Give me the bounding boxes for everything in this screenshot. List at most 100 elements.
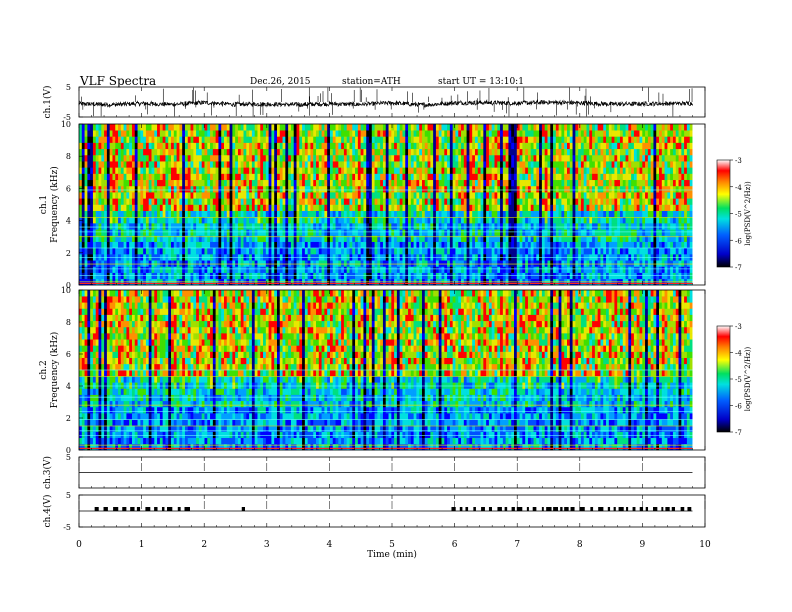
spectrogram-cell-1-177-3: [572, 260, 576, 267]
spectrogram-cell-1-38-23: [184, 136, 189, 143]
spectrogram-cell-1-158-1: [519, 272, 523, 280]
spectrogram-cell-1-84-10: [313, 216, 317, 224]
spectrogram-cell-1-62-12: [251, 204, 255, 211]
spectrogram-cell-1-49-20: [215, 154, 219, 162]
spectrogram-cell-1-62-21: [251, 148, 255, 156]
spectrogram-cell-1-154-16: [508, 179, 512, 187]
spectrogram-cell-1-103-18: [366, 167, 370, 174]
spectrogram-cell-1-6-13: [95, 198, 99, 205]
spectrogram-cell-1-104-5: [369, 247, 373, 255]
spectrogram-cell-1-136-15: [458, 185, 462, 193]
spectrogram-cell-1-132-12: [447, 204, 451, 211]
spectrogram-cell-1-151-23: [500, 136, 504, 143]
spectrogram-cell-1-67-5: [265, 247, 269, 255]
spectrogram-cell-1-68-25: [268, 124, 272, 131]
spectrogram-cell-1-180-21: [580, 148, 585, 156]
spectrogram-cell-1-44-6: [201, 241, 205, 249]
spectrogram-cell-1-142-19: [474, 161, 479, 168]
spectrogram-cell-1-29-21: [159, 148, 163, 156]
spectrogram-cell-1-84-13: [313, 198, 317, 205]
spectrogram-cell-1-58-7: [240, 235, 244, 242]
spectrogram-cell-1-134-15: [452, 185, 456, 193]
spectrogram-cell-1-5-22: [92, 142, 97, 150]
spectrogram-cell-1-78-24: [296, 130, 300, 137]
spectrogram-cell-1-101-3: [360, 260, 364, 267]
spectrogram-cell-1-169-10: [550, 216, 554, 224]
spectrogram-cell-1-139-21: [466, 148, 470, 156]
spectrogram-cell-1-122-25: [419, 124, 423, 131]
spectrogram-cell-1-127-17: [433, 173, 437, 181]
spectrogram-cell-1-59-25: [243, 124, 247, 131]
spectrogram-cell-1-170-12: [553, 204, 557, 211]
spectrogram-cell-1-43-20: [198, 154, 202, 162]
spectrogram-cell-1-94-9: [341, 223, 345, 230]
spectrogram-cell-1-173-17: [561, 173, 565, 181]
spectrogram-cell-1-52-24: [224, 130, 228, 137]
spectrogram-cell-1-42-24: [196, 130, 200, 137]
spectrogram-cell-1-183-16: [589, 179, 593, 187]
spectrogram-cell-1-9-24: [104, 130, 108, 137]
spectrogram-cell-1-182-25: [586, 124, 590, 131]
spectrogram-cell-1-5-23: [92, 136, 97, 143]
spectrogram-cell-1-106-17: [374, 173, 378, 181]
spectrogram-cell-1-27-11: [154, 210, 158, 218]
spectrogram-cell-1-69-20: [271, 154, 275, 162]
spectrogram-cell-1-130-11: [441, 210, 445, 218]
spectrogram-cell-1-81-24: [304, 130, 308, 137]
spectrogram-cell-1-63-8: [254, 229, 258, 236]
spectrogram-cell-1-151-5: [500, 247, 504, 255]
spectrogram-cell-1-75-23: [288, 136, 292, 143]
spectrogram-cell-1-85-16: [316, 179, 320, 187]
spectrogram-cell-1-82-22: [307, 142, 311, 150]
spectrogram-cell-1-17-18: [126, 167, 130, 174]
spectrogram-cell-1-39-25: [187, 124, 191, 131]
spectrogram-cell-1-40-15: [190, 185, 194, 193]
spectrogram-cell-1-73-25: [282, 124, 286, 131]
spectrogram-cell-1-12-16: [112, 179, 116, 187]
spectrogram-cell-1-72-10: [279, 216, 283, 224]
spectrogram-cell-1-89-2: [327, 266, 331, 273]
spectrogram-cell-1-119-3: [410, 260, 414, 267]
spectrogram-cell-1-155-20: [511, 154, 515, 162]
spectrogram-cell-1-23-25: [143, 124, 147, 131]
spectrogram-cell-1-47-5: [210, 247, 214, 255]
spectrogram-cell-1-105-25: [371, 124, 375, 131]
spectrogram-cell-1-55-15: [232, 185, 236, 193]
spectrogram-cell-1-48-24: [212, 130, 216, 137]
spectrogram-cell-1-134-6: [452, 241, 456, 249]
spectrogram-cell-1-85-2: [316, 266, 320, 273]
spectrogram-cell-1-25-20: [148, 154, 152, 162]
spectrogram-cell-1-4-19: [90, 161, 94, 168]
spectrogram-cell-1-17-23: [126, 136, 130, 143]
spectrogram-cell-1-106-19: [374, 161, 378, 168]
spectrogram-cell-1-138-25: [463, 124, 467, 131]
spectrogram-cell-1-147-16: [488, 179, 493, 187]
spectrogram-cell-1-59-22: [243, 142, 247, 150]
spectrogram-cell-1-1-9: [81, 223, 85, 230]
spectrogram-cell-1-122-2: [419, 266, 423, 273]
spectrogram-cell-1-124-7: [424, 235, 428, 242]
spectrogram-cell-1-0-6: [79, 241, 83, 249]
spectrogram-cell-1-20-15: [134, 185, 138, 193]
spectrogram-cell-1-133-23: [449, 136, 453, 143]
spectrogram-cell-1-173-6: [561, 241, 565, 249]
spectrogram-cell-1-127-7: [433, 235, 437, 242]
spectrogram-cell-1-148-23: [491, 136, 495, 143]
spectrogram-cell-1-174-6: [564, 241, 568, 249]
spectrogram-cell-1-159-17: [522, 173, 526, 181]
spectrogram-cell-1-125-13: [427, 198, 431, 205]
spectrogram-cell-1-145-11: [483, 210, 487, 218]
spectrogram-cell-1-85-14: [316, 192, 320, 199]
spectrogram-cell-1-128-16: [435, 179, 440, 187]
spectrogram-cell-1-182-15: [586, 185, 590, 193]
spectrogram-cell-1-153-1: [505, 272, 509, 280]
spectrogram-cell-1-183-22: [589, 142, 593, 150]
spectrogram-cell-1-11-19: [109, 161, 113, 168]
spectrogram-cell-1-32-17: [168, 173, 172, 181]
spectrogram-cell-1-84-12: [313, 204, 317, 211]
spectrogram-cell-1-85-13: [316, 198, 320, 205]
spectrogram-cell-1-129-3: [438, 260, 442, 267]
spectrogram-cell-1-11-6: [109, 241, 113, 249]
spectrogram-cell-1-61-8: [249, 229, 253, 236]
spectrogram-cell-1-70-23: [274, 136, 278, 143]
